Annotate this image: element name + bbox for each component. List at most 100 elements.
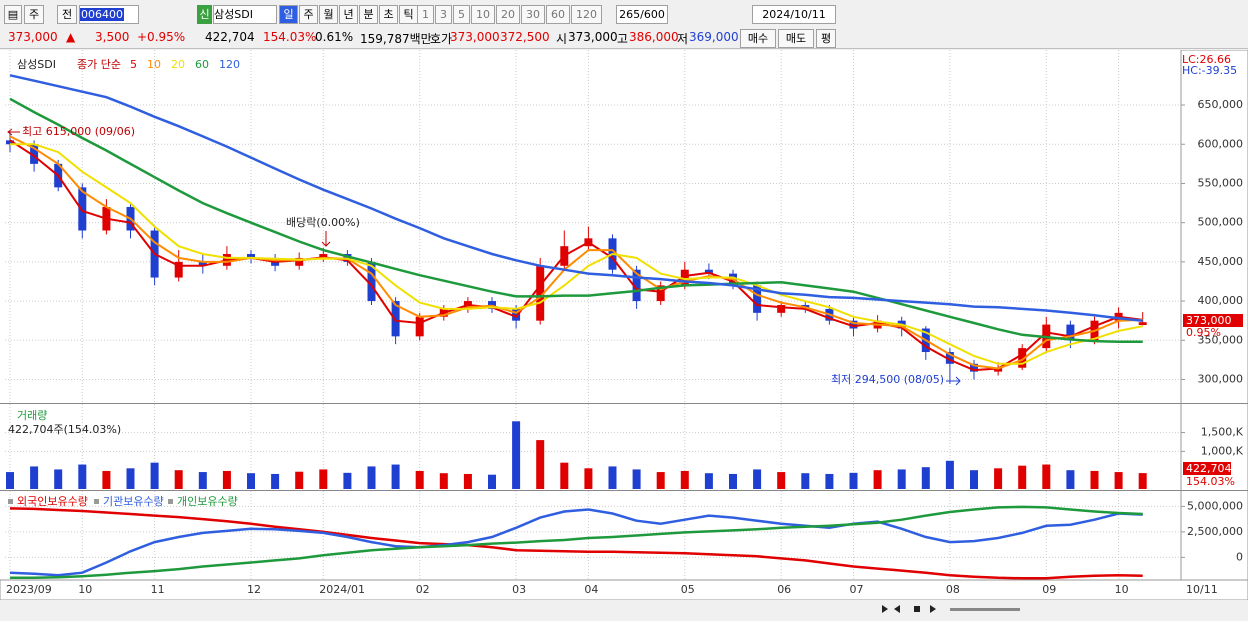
arrow	[946, 376, 961, 386]
x-tick-label: 09	[1042, 583, 1056, 596]
candle-body	[704, 269, 713, 274]
y-tick-label: 550,000	[1198, 176, 1244, 189]
y-tick-label: 350,000	[1198, 333, 1244, 346]
holding-line	[9, 507, 1143, 580]
legend-entry: 기관보유수량	[103, 495, 164, 508]
volume-bar	[1114, 472, 1123, 489]
volume-bar	[753, 469, 762, 489]
panel-title: 삼성SDI	[17, 58, 56, 71]
turnover: 0.61%	[315, 30, 354, 44]
x-axis-bar	[0, 579, 1248, 601]
interval-button[interactable]: 10	[471, 5, 495, 24]
bid: 372,500	[500, 30, 550, 44]
buy-button[interactable]: 매수	[740, 29, 776, 48]
volume-bar	[54, 469, 63, 489]
tab-prev[interactable]: 전	[57, 5, 77, 24]
interval-button[interactable]: 30	[521, 5, 545, 24]
sell-button[interactable]: 매도	[778, 29, 814, 48]
annotation: 최저 294,500 (08/05)	[831, 373, 944, 386]
legend-entry: 외국인보유수량	[17, 495, 88, 508]
volume-bar	[463, 473, 472, 489]
interval-button[interactable]: 60	[546, 5, 570, 24]
candle-body	[247, 254, 255, 258]
volume-bar	[777, 472, 786, 489]
interval-button[interactable]: 5	[453, 5, 470, 24]
high-label: 고	[617, 32, 629, 46]
volume-bar	[174, 470, 183, 489]
period-button[interactable]: 틱	[399, 5, 418, 24]
candle-body	[656, 285, 665, 302]
candle-body	[1066, 324, 1075, 341]
legend-entry: 5	[130, 58, 137, 71]
candle-body	[777, 304, 786, 313]
y-tick-label: 400,000	[1198, 294, 1244, 307]
date-box[interactable]: 2024/10/11	[752, 5, 836, 24]
holding-line	[9, 508, 1143, 577]
volume-bar	[102, 470, 111, 489]
nav-buttons[interactable]	[882, 605, 1020, 613]
price-tag-label: 373,000	[1186, 314, 1232, 327]
volume-bar	[608, 466, 617, 489]
volume-bar	[1066, 470, 1075, 489]
legend-entry: 120	[219, 58, 240, 71]
x-tick-label: 02	[416, 583, 430, 596]
candle-body	[295, 257, 304, 266]
volume-bar	[921, 467, 930, 489]
code: 006400	[80, 8, 124, 21]
volume-bar	[945, 460, 954, 489]
volume-tag	[1183, 462, 1231, 475]
x-tick-label: 07	[850, 583, 864, 596]
open-label: 시	[556, 32, 568, 46]
interval-button[interactable]: 20	[496, 5, 520, 24]
menu-icon[interactable]: ▤	[4, 5, 22, 24]
count-max: /600	[640, 8, 665, 21]
candle-body	[198, 261, 207, 266]
tab-week[interactable]: 주	[24, 5, 44, 24]
legend-entry: 60	[195, 58, 209, 71]
volume-bar	[970, 470, 978, 489]
open: 373,000	[568, 30, 618, 44]
volume-bar	[1090, 470, 1099, 489]
period-button[interactable]: 초	[379, 5, 398, 24]
volume-bar	[271, 473, 280, 489]
price: 373,000	[8, 30, 58, 44]
period-button[interactable]: 월	[319, 5, 338, 24]
volume-bar	[536, 440, 545, 489]
candle-body	[391, 301, 400, 337]
code-input[interactable]: 006400	[79, 5, 139, 24]
stock-name[interactable]: 삼성SDI	[213, 5, 277, 24]
interval-button[interactable]: 1	[417, 5, 434, 24]
x-tick-label: 03	[512, 583, 526, 596]
x-tick-label: 2024/01	[319, 583, 365, 596]
volume-bar	[1018, 465, 1027, 489]
arrow	[321, 231, 331, 247]
interval-button[interactable]: 120	[571, 5, 602, 24]
x-tick-label: 06	[777, 583, 791, 596]
volume-bar	[1138, 473, 1147, 489]
low-label: 저	[677, 32, 689, 46]
volume-bar	[873, 470, 882, 489]
candle-body	[680, 269, 689, 286]
count-box[interactable]: 265/600	[616, 5, 668, 24]
scroll-thumb[interactable]	[950, 608, 1020, 611]
candle-body	[367, 261, 376, 302]
period-button[interactable]: 년	[339, 5, 358, 24]
interval-button[interactable]: 3	[435, 5, 452, 24]
volume-bar	[825, 473, 834, 489]
volume-bar	[560, 462, 569, 489]
candle-body	[970, 363, 978, 372]
period-button[interactable]: 일	[279, 5, 298, 24]
quote-bar: 373,000 ▲ 3,500 +0.95% 422,704 154.03% 0…	[0, 26, 1248, 49]
period-button[interactable]: 주	[299, 5, 318, 24]
candle-body	[30, 144, 39, 164]
nav-icons[interactable]	[882, 605, 936, 613]
volume-bar	[680, 470, 689, 489]
period-button[interactable]: 분	[359, 5, 378, 24]
y-tick-label: 1,500,K	[1201, 426, 1244, 439]
volume-ratio: 154.03%	[263, 30, 317, 44]
avg-button[interactable]: 평	[816, 29, 836, 48]
ma-line	[9, 97, 1143, 344]
panel-title: 거래량	[17, 409, 47, 422]
candle-body	[1018, 348, 1027, 368]
volume-bar	[512, 421, 521, 489]
